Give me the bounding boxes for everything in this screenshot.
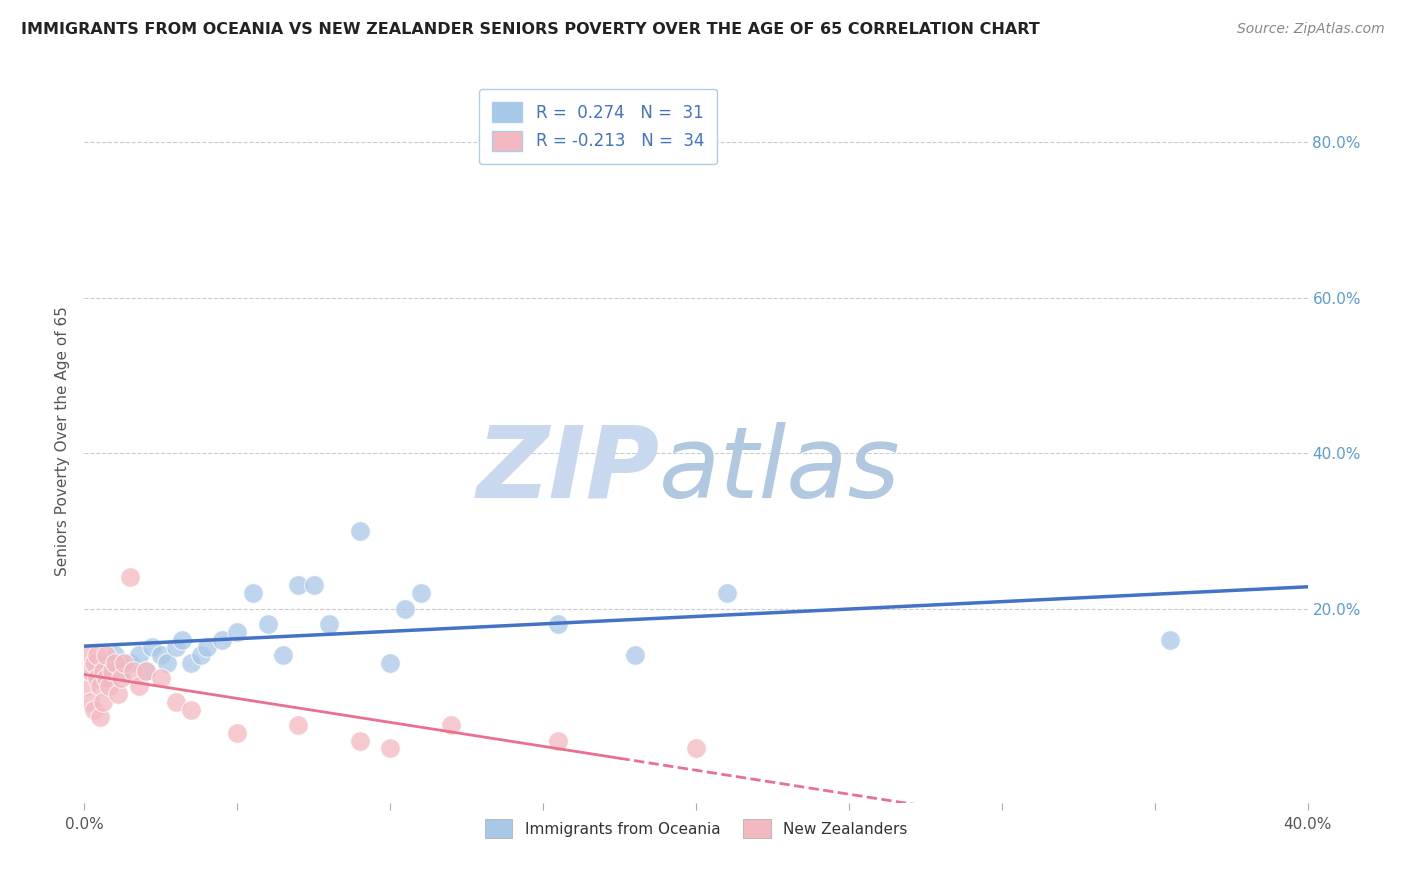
Point xyxy=(547,733,569,747)
Point xyxy=(380,656,402,670)
Point xyxy=(120,570,142,584)
Point xyxy=(180,656,202,670)
Point xyxy=(110,664,132,678)
Point xyxy=(79,664,101,678)
Point xyxy=(83,702,105,716)
Point xyxy=(110,672,132,686)
Point xyxy=(94,672,117,686)
Point xyxy=(149,648,172,663)
Point xyxy=(89,679,111,693)
Point xyxy=(79,695,101,709)
Point xyxy=(122,664,145,678)
Point xyxy=(211,632,233,647)
Point xyxy=(440,718,463,732)
Point xyxy=(101,664,124,678)
Point xyxy=(86,648,108,663)
Point xyxy=(141,640,163,655)
Text: IMMIGRANTS FROM OCEANIA VS NEW ZEALANDER SENIORS POVERTY OVER THE AGE OF 65 CORR: IMMIGRANTS FROM OCEANIA VS NEW ZEALANDER… xyxy=(21,22,1040,37)
Point xyxy=(287,718,309,732)
Point xyxy=(112,656,135,670)
Point xyxy=(94,648,117,663)
Point xyxy=(257,617,280,632)
Point xyxy=(190,648,212,663)
Point xyxy=(547,617,569,632)
Point xyxy=(302,578,325,592)
Point xyxy=(86,672,108,686)
Point xyxy=(91,695,114,709)
Point xyxy=(172,632,194,647)
Text: atlas: atlas xyxy=(659,422,901,519)
Point xyxy=(107,687,129,701)
Point xyxy=(104,648,127,663)
Point xyxy=(104,656,127,670)
Point xyxy=(409,586,432,600)
Point xyxy=(135,664,157,678)
Point xyxy=(685,741,707,756)
Point xyxy=(149,672,172,686)
Point xyxy=(242,586,264,600)
Point xyxy=(349,733,371,747)
Point xyxy=(91,664,114,678)
Text: ZIP: ZIP xyxy=(477,422,659,519)
Point xyxy=(97,679,120,693)
Point xyxy=(624,648,647,663)
Point xyxy=(165,640,187,655)
Point xyxy=(89,710,111,724)
Point xyxy=(180,702,202,716)
Point xyxy=(83,656,105,670)
Point xyxy=(1159,632,1181,647)
Point xyxy=(318,617,340,632)
Point xyxy=(120,656,142,670)
Point xyxy=(135,664,157,678)
Y-axis label: Seniors Poverty Over the Age of 65: Seniors Poverty Over the Age of 65 xyxy=(55,307,70,576)
Point xyxy=(156,656,179,670)
Point xyxy=(195,640,218,655)
Point xyxy=(226,624,249,639)
Point xyxy=(394,601,416,615)
Point xyxy=(287,578,309,592)
Point xyxy=(716,586,738,600)
Text: Source: ZipAtlas.com: Source: ZipAtlas.com xyxy=(1237,22,1385,37)
Point xyxy=(165,695,187,709)
Point xyxy=(128,679,150,693)
Point xyxy=(128,648,150,663)
Point xyxy=(271,648,294,663)
Point xyxy=(97,656,120,670)
Point xyxy=(76,679,98,693)
Point xyxy=(349,524,371,538)
Point xyxy=(89,664,111,678)
Point xyxy=(76,648,98,663)
Legend: Immigrants from Oceania, New Zealanders: Immigrants from Oceania, New Zealanders xyxy=(477,812,915,846)
Point xyxy=(380,741,402,756)
Point xyxy=(226,726,249,740)
